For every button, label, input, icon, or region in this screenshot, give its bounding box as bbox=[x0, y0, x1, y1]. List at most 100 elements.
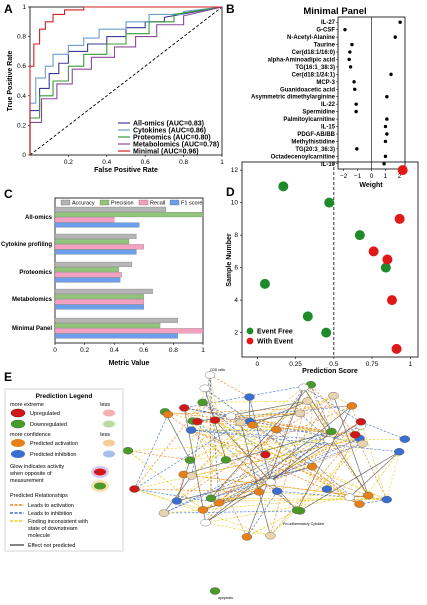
roc-chart: True Positive Rate False Positive Rate 0… bbox=[7, 4, 224, 174]
network-edge bbox=[191, 429, 360, 505]
network-edge bbox=[258, 387, 305, 493]
network-edge bbox=[230, 412, 301, 417]
metrics-bar bbox=[54, 206, 167, 212]
network-edge bbox=[176, 474, 185, 502]
legend-rel-inconsistent-1: Finding inconsistent with bbox=[28, 519, 88, 525]
panel-a-label: A bbox=[4, 2, 13, 16]
network-edge bbox=[328, 421, 362, 441]
legend-glow-icon bbox=[94, 468, 106, 476]
weights-point bbox=[383, 154, 388, 159]
network-node bbox=[184, 456, 196, 464]
network-edge bbox=[209, 374, 227, 460]
network-edge bbox=[191, 429, 329, 441]
weights-chart: IL-27G-CSFN-Acetyl-AlanineTaurineCer(d18… bbox=[251, 16, 406, 189]
legend-more-confidence: more confidence bbox=[10, 432, 51, 438]
metrics-legend: Accuracy Precision Recall F1 score bbox=[60, 199, 202, 207]
network-node bbox=[186, 472, 197, 480]
roc-x-tick-label: 0.4 bbox=[102, 159, 111, 166]
weights-category-label: Cer(d18:1/24:1) bbox=[292, 72, 335, 78]
weights-point bbox=[385, 95, 389, 99]
legend-rel-not-predicted: Effect not predicted bbox=[28, 543, 75, 549]
network-node bbox=[247, 421, 258, 429]
prediction-y-tick-label: 2 bbox=[234, 330, 238, 337]
network-edge bbox=[225, 400, 308, 461]
weights-category-label: alpha-Aminoadipic acid bbox=[268, 57, 336, 63]
weights-category-label: MCP-3 bbox=[316, 80, 335, 86]
network-node bbox=[220, 456, 232, 464]
metrics-bar bbox=[54, 288, 153, 294]
legend-relationships-title: Predicted Relationships bbox=[10, 493, 68, 499]
network-edge bbox=[210, 466, 313, 499]
weights-point bbox=[354, 102, 358, 106]
metrics-bar bbox=[54, 333, 178, 339]
network-edge bbox=[210, 438, 360, 499]
roc-x-tick-label: 0.6 bbox=[141, 159, 150, 166]
network-edge bbox=[386, 451, 400, 500]
network-edge bbox=[310, 384, 332, 432]
network-edge bbox=[183, 431, 332, 475]
network-edge bbox=[328, 439, 369, 496]
network-edge bbox=[240, 422, 271, 536]
network-edge bbox=[204, 388, 260, 493]
network-node bbox=[265, 478, 276, 486]
network-edge bbox=[205, 496, 350, 523]
network-node bbox=[265, 531, 276, 540]
network-edge bbox=[127, 439, 329, 452]
weights-category-label: Guanidoacetic acid bbox=[280, 87, 335, 93]
metrics-bar bbox=[54, 239, 130, 245]
roc-y-tick-label: 0 bbox=[22, 152, 26, 159]
network-edge bbox=[299, 395, 334, 414]
network-node bbox=[328, 391, 339, 400]
pathway-network: CD8 cells Pro-inflammatory Cytokine apop… bbox=[4, 368, 411, 600]
prediction-scatter: Sample Number Prediction Score 246810120… bbox=[226, 161, 419, 375]
metrics-x-tick-label: 0 bbox=[53, 347, 57, 354]
prediction-point bbox=[302, 311, 313, 322]
prediction-point bbox=[397, 165, 408, 176]
network-edge bbox=[205, 429, 277, 523]
roc-legend-entry: Cytokines (AUC=0.86) bbox=[133, 127, 206, 134]
network-node bbox=[294, 409, 306, 418]
metrics-category-label: Proteomics bbox=[19, 270, 52, 276]
prediction-x-tick-label: 0.75 bbox=[366, 361, 379, 368]
legend-rel-inconsistent-2: state of downstream bbox=[28, 526, 78, 532]
network-edge bbox=[202, 402, 271, 483]
prediction-point bbox=[394, 213, 405, 224]
network-edge bbox=[202, 400, 308, 403]
network-edge bbox=[183, 407, 207, 523]
legend-rel-inconsistent-3: molecule bbox=[28, 533, 50, 539]
roc-series-line bbox=[29, 6, 223, 155]
network-node bbox=[381, 495, 392, 504]
roc-x-tick-label: 0.8 bbox=[179, 159, 188, 166]
metrics-bar bbox=[54, 328, 204, 334]
network-edge bbox=[127, 450, 191, 461]
network-edge bbox=[230, 412, 301, 417]
network-edge bbox=[299, 413, 329, 441]
network-edge bbox=[202, 402, 266, 455]
metrics-legend-swatch bbox=[169, 199, 180, 206]
weights-category-label: TG(20:3_36:3) bbox=[295, 147, 335, 153]
metrics-legend-entry: Accuracy bbox=[72, 201, 95, 207]
network-edge bbox=[310, 384, 360, 439]
roc-series-line bbox=[29, 6, 223, 155]
network-edge bbox=[219, 481, 271, 504]
network-edge bbox=[249, 396, 271, 483]
network-edge bbox=[276, 429, 360, 505]
network-node bbox=[349, 431, 361, 439]
network-edge bbox=[202, 491, 260, 511]
weights-category-label: Asymmetric dimethylarginine bbox=[251, 95, 336, 101]
roc-legend-entry: Metabolomics (AUC=0.78) bbox=[133, 141, 219, 148]
network-node bbox=[253, 488, 265, 496]
metrics-bar bbox=[54, 277, 121, 283]
weights-x-tick-label: −1 bbox=[354, 173, 362, 180]
network-edge bbox=[249, 396, 271, 483]
network-node bbox=[214, 499, 225, 507]
weights-point bbox=[355, 147, 359, 151]
weights-point bbox=[350, 42, 354, 47]
metrics-x-tick-label: 0.2 bbox=[80, 347, 89, 354]
network-edge bbox=[246, 491, 278, 538]
roc-y-tick-label: 1 bbox=[22, 4, 26, 11]
prediction-legend-swatch bbox=[246, 337, 254, 345]
roc-series-line bbox=[29, 6, 223, 155]
weights-category-label: N-Acetyl-Alanine bbox=[287, 35, 336, 41]
network-edge bbox=[163, 496, 350, 514]
